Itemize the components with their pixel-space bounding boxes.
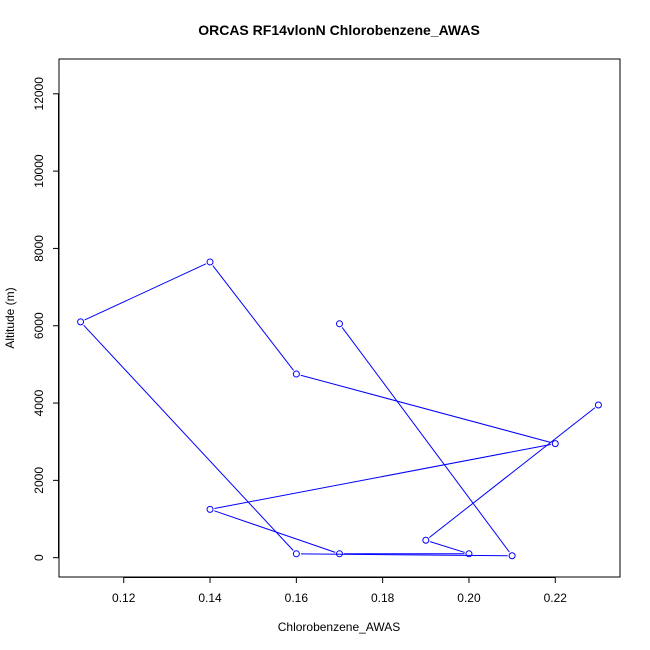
y-tick-label: 0 [32, 554, 46, 561]
data-point [551, 440, 559, 448]
data-point [465, 550, 473, 558]
x-tick-label: 0.12 [112, 591, 136, 605]
series-line-segment [84, 263, 207, 321]
series-line-segment [300, 374, 552, 443]
x-tick-label: 0.22 [544, 591, 568, 605]
plot-frame [58, 58, 621, 578]
series-line-segment [429, 541, 465, 553]
y-tick-label: 2000 [32, 467, 46, 494]
x-axis-title: Chlorobenzene_AWAS [278, 620, 401, 634]
series-line-segment [300, 553, 508, 557]
y-tick-label: 4000 [32, 389, 46, 416]
y-tick-label: 10000 [32, 154, 46, 188]
y-axis-title: Altitude (m) [3, 287, 17, 348]
series-line-segment [83, 324, 294, 551]
x-tick-label: 0.18 [371, 591, 395, 605]
y-tick-label: 6000 [32, 312, 46, 339]
data-point [77, 318, 85, 326]
data-point [336, 550, 343, 558]
y-axis: 0 2000 4000 6000 8000 10000 12000 [32, 77, 59, 561]
data-point [422, 536, 430, 544]
series-line-segment [214, 510, 336, 553]
data-point [508, 552, 516, 560]
data-point [292, 370, 300, 378]
y-tick-label: 8000 [32, 235, 46, 262]
x-tick-label: 0.14 [198, 591, 222, 605]
y-tick-label: 12000 [32, 77, 46, 111]
series-line-segment [341, 327, 510, 553]
series-line-segment [429, 407, 596, 538]
x-axis: 0.12 0.14 0.16 0.18 0.20 0.22 [112, 577, 567, 605]
x-tick-label: 0.20 [457, 591, 481, 605]
series-layer [77, 258, 602, 560]
chart-title: ORCAS RF14vlonN Chlorobenzene_AWAS [198, 22, 480, 38]
series-line-segment [212, 265, 294, 371]
data-point [292, 550, 300, 558]
series-line-segment [214, 443, 551, 510]
data-point [206, 258, 214, 266]
data-point [206, 505, 214, 513]
data-point [336, 320, 343, 328]
x-tick-label: 0.16 [285, 591, 309, 605]
data-point [594, 401, 602, 409]
